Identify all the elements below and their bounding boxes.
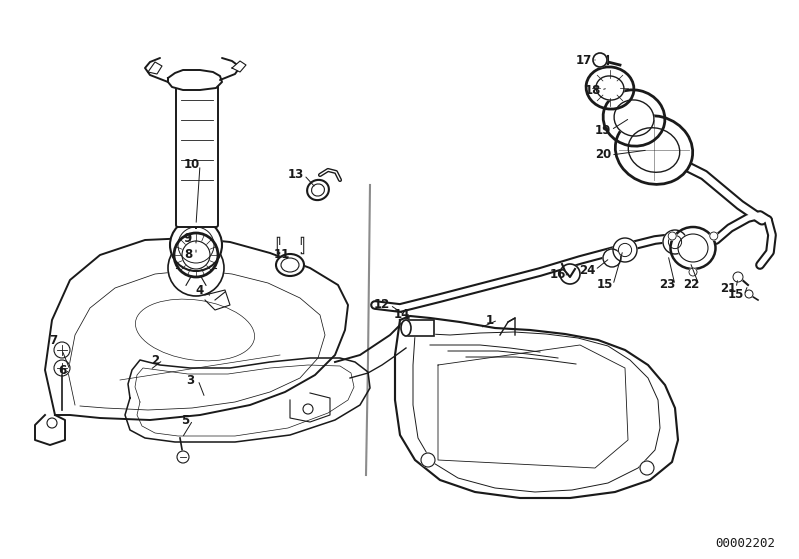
Polygon shape <box>232 61 246 72</box>
Circle shape <box>178 227 214 263</box>
Circle shape <box>54 360 70 376</box>
Circle shape <box>54 342 70 358</box>
Circle shape <box>182 241 210 269</box>
Polygon shape <box>148 62 162 74</box>
Ellipse shape <box>614 100 654 136</box>
Polygon shape <box>45 238 348 420</box>
Circle shape <box>421 453 435 467</box>
Polygon shape <box>168 70 222 90</box>
Ellipse shape <box>276 254 304 276</box>
Text: 18: 18 <box>585 83 601 97</box>
Circle shape <box>174 233 218 277</box>
Ellipse shape <box>603 90 665 146</box>
Text: 3: 3 <box>186 373 194 386</box>
Text: 12: 12 <box>374 299 390 311</box>
Ellipse shape <box>401 320 411 336</box>
Circle shape <box>47 418 57 428</box>
Ellipse shape <box>596 76 624 100</box>
Text: 22: 22 <box>683 278 699 291</box>
Text: 6: 6 <box>58 363 66 377</box>
Ellipse shape <box>678 234 708 262</box>
Ellipse shape <box>136 299 255 361</box>
Text: 16: 16 <box>550 268 566 282</box>
Text: 4: 4 <box>196 283 204 296</box>
Circle shape <box>710 232 718 240</box>
Circle shape <box>618 243 631 257</box>
Polygon shape <box>290 393 330 422</box>
Circle shape <box>168 240 224 296</box>
Circle shape <box>177 451 189 463</box>
Circle shape <box>593 53 607 67</box>
Circle shape <box>188 260 204 276</box>
Polygon shape <box>205 290 230 310</box>
Circle shape <box>745 290 753 298</box>
Circle shape <box>668 232 676 240</box>
Circle shape <box>603 249 621 267</box>
Circle shape <box>170 219 222 271</box>
Circle shape <box>663 230 687 254</box>
Ellipse shape <box>628 127 680 172</box>
Text: 13: 13 <box>288 168 304 182</box>
Circle shape <box>613 238 637 262</box>
Ellipse shape <box>281 258 299 272</box>
Text: 10: 10 <box>184 159 200 172</box>
Ellipse shape <box>670 227 715 269</box>
Text: 17: 17 <box>576 54 592 67</box>
Text: 5: 5 <box>181 414 189 427</box>
Text: 19: 19 <box>594 124 611 136</box>
Text: 8: 8 <box>184 249 192 262</box>
Bar <box>406 320 434 336</box>
Ellipse shape <box>615 116 693 184</box>
Ellipse shape <box>312 184 324 196</box>
Text: 2: 2 <box>151 353 159 367</box>
Polygon shape <box>395 316 678 498</box>
Polygon shape <box>278 245 302 252</box>
Text: 1: 1 <box>486 314 494 326</box>
Circle shape <box>560 264 580 284</box>
Polygon shape <box>35 415 65 445</box>
Circle shape <box>303 404 313 414</box>
Circle shape <box>669 235 682 249</box>
Bar <box>406 320 434 336</box>
Text: 24: 24 <box>578 263 595 277</box>
Ellipse shape <box>586 67 634 109</box>
Text: 15: 15 <box>597 278 613 291</box>
Text: 00002202: 00002202 <box>715 537 775 549</box>
Text: 20: 20 <box>595 149 611 162</box>
Text: 21: 21 <box>720 282 736 295</box>
Text: 23: 23 <box>659 278 675 291</box>
Polygon shape <box>125 358 370 442</box>
Text: 11: 11 <box>274 249 290 262</box>
Text: 7: 7 <box>49 334 57 347</box>
Text: 9: 9 <box>184 231 192 244</box>
Circle shape <box>689 268 697 276</box>
Text: 14: 14 <box>394 309 410 321</box>
Circle shape <box>733 272 743 282</box>
Text: 15: 15 <box>728 288 744 301</box>
Circle shape <box>640 461 654 475</box>
FancyBboxPatch shape <box>176 78 218 227</box>
Ellipse shape <box>307 180 329 200</box>
